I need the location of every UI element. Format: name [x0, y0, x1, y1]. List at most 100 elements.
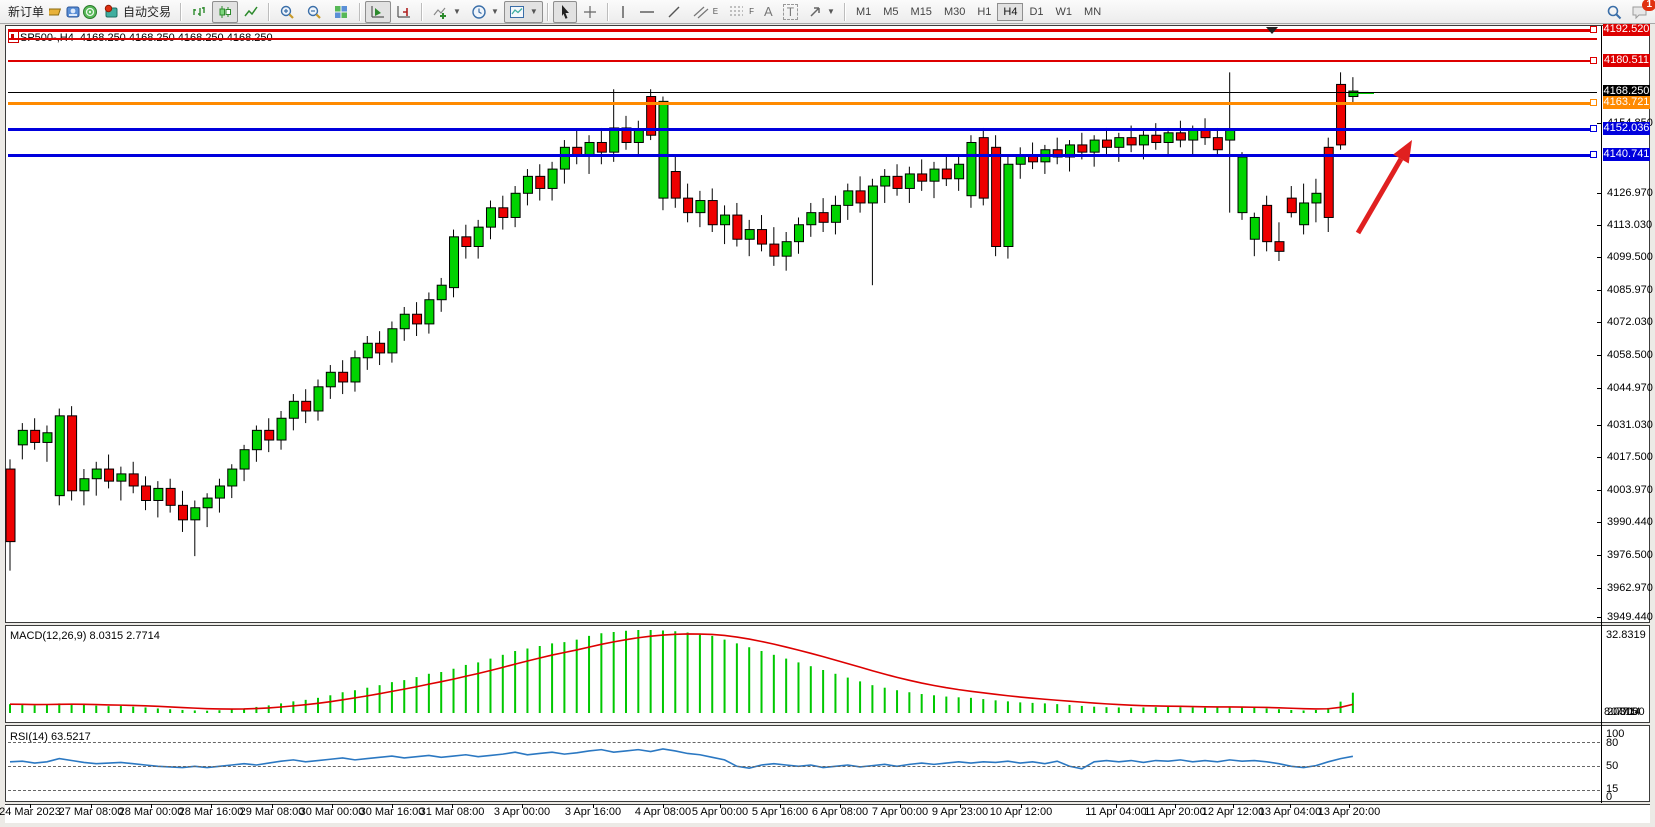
toolbar: 新订单 自动交易 ▼	[0, 0, 1655, 24]
fibonacci-button[interactable]: F	[723, 1, 759, 23]
depth-of-market-icon[interactable]	[65, 4, 82, 20]
horizontal-line-4152.036[interactable]	[8, 128, 1597, 131]
time-tick-mark	[840, 804, 841, 808]
time-tick-label[interactable]: 12 Apr 12:00	[1201, 806, 1265, 818]
arrows-button[interactable]: ▼	[803, 1, 840, 23]
templates-button[interactable]: ▼	[503, 0, 543, 23]
horizontal-line-4192.520[interactable]	[8, 29, 1597, 32]
horizontal-line-4180.511[interactable]	[8, 60, 1597, 62]
horizontal-line-button[interactable]	[633, 1, 661, 23]
timeframe-w1[interactable]: W1	[1055, 5, 1073, 18]
trendline-icon	[666, 4, 682, 20]
time-tick-label[interactable]: 11 Apr 20:00	[1144, 806, 1206, 818]
time-tick-label[interactable]: 7 Apr 00:00	[871, 806, 929, 818]
time-tick-label[interactable]: 28 Mar 00:00	[118, 806, 184, 818]
price-tick-mark	[1597, 193, 1601, 194]
signal-icon[interactable]	[82, 4, 99, 20]
chart-shift-button[interactable]	[391, 1, 417, 23]
time-tick-label[interactable]: 3 Apr 16:00	[564, 806, 622, 818]
chart-shift-marker	[1266, 27, 1278, 34]
time-tick-label[interactable]: 13 Apr 04:00	[1258, 806, 1322, 818]
fibonacci-icon	[728, 4, 746, 20]
price-tick-mark	[1597, 490, 1601, 491]
time-tick-label[interactable]: 28 Mar 16:00	[178, 806, 244, 818]
tile-windows-button[interactable]	[328, 1, 355, 23]
timeframe-m15[interactable]: M15	[910, 5, 932, 18]
line-anchor[interactable]	[1590, 125, 1597, 132]
equidistant-channel-button[interactable]: E	[687, 1, 723, 23]
time-tick-label[interactable]: 6 Apr 08:00	[811, 806, 869, 818]
time-tick-mark	[1349, 804, 1350, 808]
time-tick-label[interactable]: 27 Mar 08:00	[58, 806, 124, 818]
price-tick-mark	[1597, 225, 1601, 226]
timeframe-d1[interactable]: D1	[1029, 5, 1044, 18]
new-order-button[interactable]: 新订单	[8, 5, 45, 19]
timeframe-h4[interactable]: H4	[997, 2, 1024, 21]
time-tick-label[interactable]: 30 Mar 16:00	[359, 806, 425, 818]
time-tick-label[interactable]: 9 Apr 23:00	[931, 806, 989, 818]
line-anchor[interactable]	[1590, 26, 1597, 33]
price-tick-label: 3976.500	[1607, 549, 1653, 561]
time-tick-mark	[30, 804, 31, 808]
cursor-button[interactable]	[552, 0, 577, 23]
price-tick-label: 4031.030	[1607, 419, 1653, 431]
chevron-down-icon: ▼	[490, 7, 499, 16]
crosshair-icon	[582, 4, 598, 20]
line-anchor[interactable]	[1590, 57, 1597, 64]
timeframe-mn[interactable]: MN	[1084, 5, 1102, 18]
price-tick-mark	[1597, 555, 1601, 556]
line-anchor[interactable]	[1590, 151, 1597, 158]
price-badge-4192.520: 4192.520	[1603, 23, 1650, 36]
price-tick-mark	[1597, 588, 1601, 589]
macd-panel[interactable]	[5, 625, 1650, 723]
time-axis[interactable]	[5, 804, 1650, 823]
candlestick-button[interactable]	[212, 0, 239, 23]
text-button[interactable]: A	[759, 1, 778, 22]
time-tick-label[interactable]: 30 Mar 00:00	[299, 806, 365, 818]
timeframe-m1[interactable]: M1	[855, 5, 872, 18]
time-tick-mark	[1021, 804, 1022, 808]
time-tick-label[interactable]: 10 Apr 12:00	[989, 806, 1053, 818]
horizontal-line-unlabeled[interactable]	[8, 38, 1597, 40]
gold-icon[interactable]	[46, 4, 65, 20]
timeframe-h1[interactable]: H1	[977, 5, 992, 18]
trendline-button[interactable]	[661, 1, 687, 23]
timeframe-m30[interactable]: M30	[943, 5, 966, 18]
chat-icon[interactable]: 1	[1631, 0, 1655, 20]
vertical-line-button[interactable]	[613, 1, 633, 23]
line-chart-button[interactable]	[238, 1, 264, 23]
time-tick-label[interactable]: 29 Mar 08:00	[239, 806, 305, 818]
time-tick-mark	[91, 804, 92, 808]
price-tick-mark	[1597, 355, 1601, 356]
price-badge-4163.721: 4163.721	[1603, 96, 1650, 109]
crosshair-button[interactable]	[577, 1, 603, 23]
time-tick-label[interactable]: 5 Apr 00:00	[691, 806, 749, 818]
time-tick-label[interactable]: 5 Apr 16:00	[751, 806, 809, 818]
timeframe-bar: M1 M5 M15 M30 H1 H4 D1 W1 MN	[850, 2, 1107, 21]
line-anchor[interactable]	[1590, 99, 1597, 106]
auto-trading-button[interactable]: 自动交易	[99, 0, 176, 23]
time-tick-label[interactable]: 24 Mar 2023	[0, 806, 61, 818]
text-label-button[interactable]: T	[778, 1, 803, 23]
horizontal-line-4168.250[interactable]	[8, 92, 1597, 93]
auto-scroll-button[interactable]	[365, 0, 392, 23]
indicators-button[interactable]: ▼	[427, 1, 466, 23]
horizontal-line-4140.741[interactable]	[8, 154, 1597, 157]
time-tick-label[interactable]: 3 Apr 00:00	[493, 806, 551, 818]
time-tick-label[interactable]: 13 Apr 20:00	[1317, 806, 1381, 818]
time-tick-label[interactable]: 4 Apr 08:00	[634, 806, 692, 818]
time-tick-label[interactable]: 31 Mar 08:00	[419, 806, 485, 818]
rsi-level-80-line	[8, 742, 1600, 743]
search-icon[interactable]	[1606, 4, 1623, 20]
horizontal-line-4163.721[interactable]	[8, 102, 1597, 105]
main-chart-panel[interactable]	[5, 25, 1650, 623]
time-tick-label[interactable]: 11 Apr 04:00	[1085, 806, 1147, 818]
clock-icon	[471, 4, 487, 20]
timeframe-m5[interactable]: M5	[883, 5, 899, 18]
periods-button[interactable]: ▼	[466, 1, 504, 23]
zoom-out-button[interactable]	[301, 1, 328, 23]
rsi-label: RSI(14) 63.5217	[10, 731, 91, 743]
price-tick-mark	[1597, 123, 1601, 124]
bar-chart-button[interactable]	[186, 1, 212, 23]
zoom-in-button[interactable]	[274, 1, 301, 23]
